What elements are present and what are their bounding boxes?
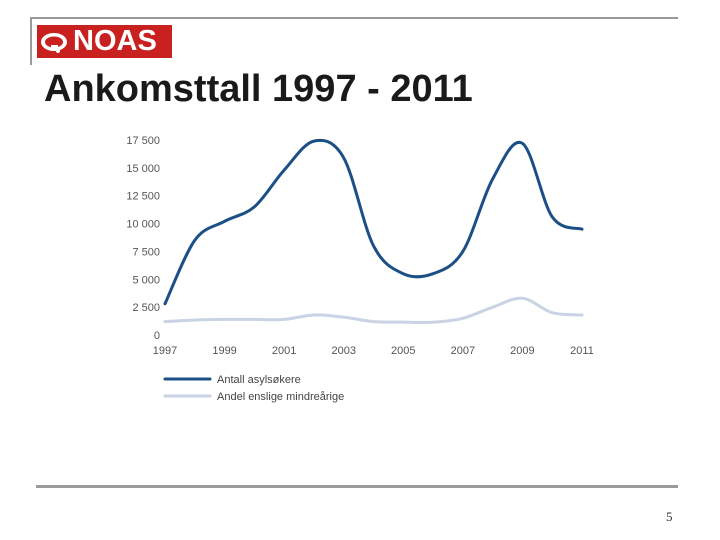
x-tick-label: 2009 [510,345,534,357]
legend-label: Andel enslige mindreårige [217,391,344,403]
x-tick-label: 1997 [153,345,177,357]
bottom-divider [36,485,678,488]
y-tick-label: 12 500 [126,191,160,203]
x-tick-label: 2001 [272,345,296,357]
slide-title: Ankomsttall 1997 - 2011 [44,68,473,110]
x-tick-label: 1999 [212,345,236,357]
page-number: 5 [666,509,673,524]
y-tick-label: 2 500 [132,302,160,314]
y-tick-label: 10 000 [126,219,160,231]
x-tick-label: 2003 [331,345,355,357]
y-tick-label: 7 500 [132,246,160,258]
series-line-enslige-mindrearige [163,296,584,324]
series-line-asylsokere [163,138,584,306]
noas-logo: NOAS [37,25,172,58]
y-tick-label: 0 [154,330,160,342]
x-tick-label: 2011 [570,345,594,357]
x-tick-label: 2007 [451,345,475,357]
legend-label: Antall asylsøkere [217,374,301,386]
y-tick-label: 17 500 [126,135,160,147]
y-tick-label: 15 000 [126,163,160,175]
y-tick-label: 5 000 [132,274,160,286]
x-tick-label: 2005 [391,345,415,357]
top-divider [30,17,678,19]
logo-emblem-icon [37,25,71,58]
left-divider [30,17,32,65]
logo-text: NOAS [73,25,157,57]
